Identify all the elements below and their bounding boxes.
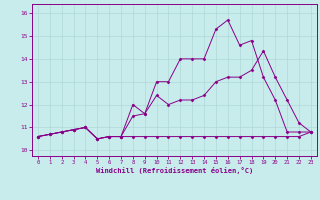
X-axis label: Windchill (Refroidissement éolien,°C): Windchill (Refroidissement éolien,°C): [96, 167, 253, 174]
